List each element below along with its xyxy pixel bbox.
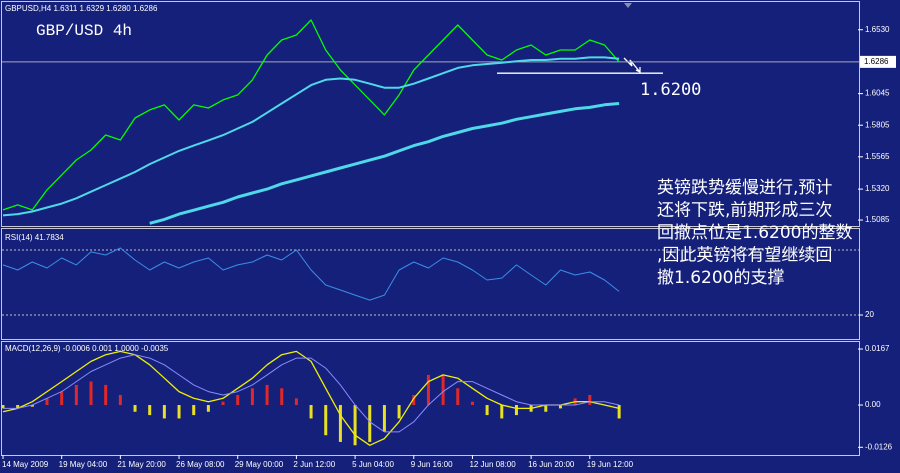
y-tick-label: 1.5320 <box>865 184 890 193</box>
histogram-bar <box>265 384 269 406</box>
histogram-bar <box>74 384 78 406</box>
histogram-bar <box>324 405 328 436</box>
comment-text: 英镑跌势缓慢进行,预计 <box>657 177 832 198</box>
histogram-bar <box>353 405 357 446</box>
histogram-bar <box>338 405 342 442</box>
x-tick-label: 29 May 00:00 <box>235 460 284 469</box>
y-tick-label: 1.6530 <box>865 25 890 34</box>
histogram-bar <box>118 394 122 406</box>
histogram-bar <box>412 394 416 406</box>
histogram-bar <box>470 401 474 406</box>
chart-subtitle: GBPUSD,H4 1.6311 1.6329 1.6280 1.6286 <box>5 4 158 13</box>
histogram-bar <box>382 405 386 432</box>
series-line <box>2 19 620 211</box>
histogram-bar <box>558 405 562 409</box>
histogram-bar <box>45 398 49 406</box>
x-tick-label: 5 Jun 04:00 <box>352 460 394 469</box>
histogram-bar <box>16 405 20 409</box>
histogram-bar <box>280 388 284 406</box>
histogram-bar <box>426 374 430 406</box>
y-tick-label: 1.5805 <box>865 120 890 129</box>
histogram-bar <box>1 405 5 409</box>
series-line <box>149 102 620 225</box>
x-tick-label: 9 Jun 16:00 <box>411 460 453 469</box>
shift-marker <box>624 3 632 8</box>
y-tick-label: 1.5085 <box>865 215 890 224</box>
y-tick-label: 1.5565 <box>865 152 890 161</box>
histogram-bar <box>250 388 254 406</box>
series-line <box>3 354 620 433</box>
histogram-bar <box>30 405 34 407</box>
histogram-bar <box>456 388 460 406</box>
panel-title: RSI(14) 41.7834 <box>5 233 64 242</box>
annotation-label: 1.6200 <box>640 80 701 100</box>
y-tick-label: 0.00 <box>865 400 881 409</box>
x-tick-label: 12 Jun 08:00 <box>469 460 516 469</box>
histogram-bar <box>104 384 108 406</box>
current-price-box <box>860 55 896 68</box>
y-tick-label: -0.0126 <box>865 442 893 451</box>
histogram-bar <box>177 405 181 419</box>
histogram-bar <box>368 405 372 442</box>
histogram-bar <box>192 405 196 416</box>
histogram-bar <box>89 381 93 406</box>
macd-panel <box>1 341 860 456</box>
series-line <box>2 247 620 301</box>
histogram-bar <box>206 405 210 412</box>
x-tick-label: 21 May 20:00 <box>117 460 166 469</box>
x-tick-label: 26 May 08:00 <box>176 460 225 469</box>
histogram-bar <box>294 398 298 406</box>
histogram-bar <box>441 374 445 406</box>
histogram-bar <box>236 394 240 406</box>
x-tick-label: 19 Jun 12:00 <box>587 460 634 469</box>
histogram-bar <box>588 394 592 406</box>
histogram-bar <box>485 405 489 416</box>
x-tick-label: 19 May 04:00 <box>59 460 108 469</box>
histogram-bar <box>514 405 518 416</box>
comment-text: 回撤点位是1.6200的整数 <box>657 223 852 243</box>
histogram-bar <box>221 401 225 406</box>
chart-title: GBP/USD 4h <box>36 22 132 40</box>
histogram-bar <box>133 405 137 412</box>
panel-title: MACD(12,26,9) -0.0006 0.001 1.0000 -0.00… <box>5 344 169 353</box>
histogram-bar <box>544 405 548 412</box>
y-tick-label: 1.6045 <box>865 89 890 98</box>
histogram-bar <box>309 405 313 419</box>
comment-text: 还将下跌,前期形成三次 <box>657 201 832 221</box>
comment-text: 撤1.6200的支撑 <box>657 268 784 288</box>
price-panel <box>1 1 860 227</box>
y-tick-label: 0.0167 <box>865 344 890 353</box>
series-line <box>2 350 620 446</box>
histogram-bar <box>148 405 152 416</box>
comment-text: ,因此英镑将有望继续回 <box>657 246 832 266</box>
histogram-bar <box>617 405 621 419</box>
histogram-bar <box>60 391 64 406</box>
histogram-bar <box>397 405 401 419</box>
rsi-panel <box>1 228 860 340</box>
histogram-bar <box>500 405 504 419</box>
x-tick-label: 2 Jun 12:00 <box>293 460 335 469</box>
series-line <box>2 56 620 217</box>
y-tick-label: 20 <box>865 310 874 319</box>
x-tick-label: 14 May 2009 <box>2 460 49 469</box>
current-price-label: 1.6286 <box>864 57 889 66</box>
x-tick-label: 16 Jun 20:00 <box>528 460 575 469</box>
histogram-bar <box>162 405 166 419</box>
